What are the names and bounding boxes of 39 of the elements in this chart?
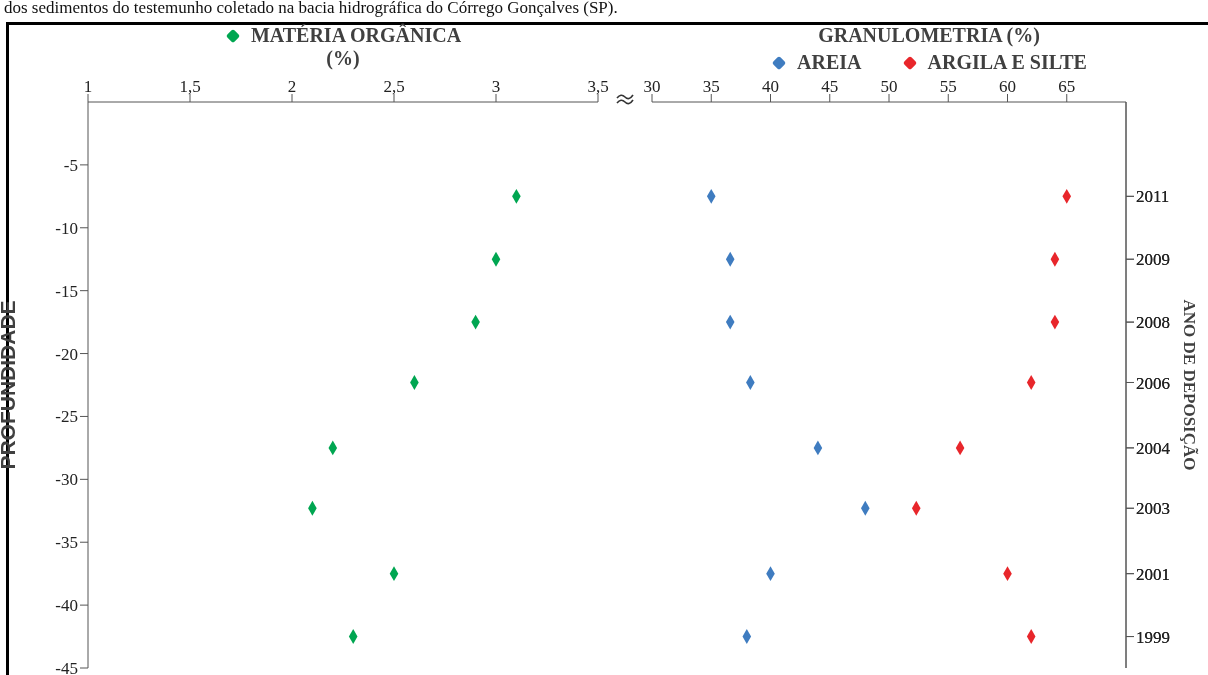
x-tick-label: 3 <box>491 77 501 96</box>
y-tick-label: -20 <box>55 344 78 364</box>
text: 2009 <box>1136 250 1170 270</box>
legend-label: AREIA <box>796 51 862 74</box>
y2-axis-title: ANO DE DEPOSIÇÃO <box>1179 299 1199 471</box>
legend-label: MATÉRIA ORGÂNICA <box>249 24 462 47</box>
text: 1999 <box>1136 627 1170 647</box>
x-tick-label: 65 <box>1058 77 1076 96</box>
x-tick-label: 40 <box>762 77 779 96</box>
y-tick-label: -15 <box>55 281 78 301</box>
y-tick-label: -30 <box>55 470 78 490</box>
text: 2006 <box>1136 373 1170 393</box>
x-axis-title: (%) <box>325 47 361 70</box>
x-tick-label: 50 <box>880 77 898 96</box>
y-axis-title: PROFUNDIDADE <box>0 300 20 470</box>
x-tick-label: 55 <box>939 77 957 96</box>
x-tick-label: 2,5 <box>383 77 405 96</box>
text: 2003 <box>1136 499 1170 519</box>
legend-label: ARGILA E SILTE <box>926 51 1087 74</box>
x-tick-label: 35 <box>702 77 720 96</box>
y-tick-label: -35 <box>55 533 78 553</box>
x-tick-label: 1 <box>83 77 93 96</box>
y-tick-label: -40 <box>55 596 78 616</box>
x-tick-label: 3,5 <box>587 77 609 96</box>
x-tick-label: 1,5 <box>179 77 201 96</box>
x-tick-label: 60 <box>999 77 1016 96</box>
y-tick-label: -5 <box>63 155 78 175</box>
y-tick-label: -45 <box>55 659 78 675</box>
text: 2004 <box>1136 438 1171 458</box>
y-tick-label: -10 <box>55 218 78 238</box>
x-tick-label: 30 <box>643 77 661 96</box>
x-tick-label: 2 <box>287 77 297 96</box>
text: 2008 <box>1136 313 1170 333</box>
text: dos sedimentos do testemunho coletado na bacia hidrográfica do Córrego Gonçalves (SP). <box>4 0 618 17</box>
x-axis-title: GRANULOMETRIA (%) <box>817 24 1041 47</box>
y-tick-label: -25 <box>55 407 78 427</box>
x-tick-label: 45 <box>821 77 839 96</box>
text: 2001 <box>1136 564 1170 584</box>
text: 2011 <box>1136 187 1170 207</box>
